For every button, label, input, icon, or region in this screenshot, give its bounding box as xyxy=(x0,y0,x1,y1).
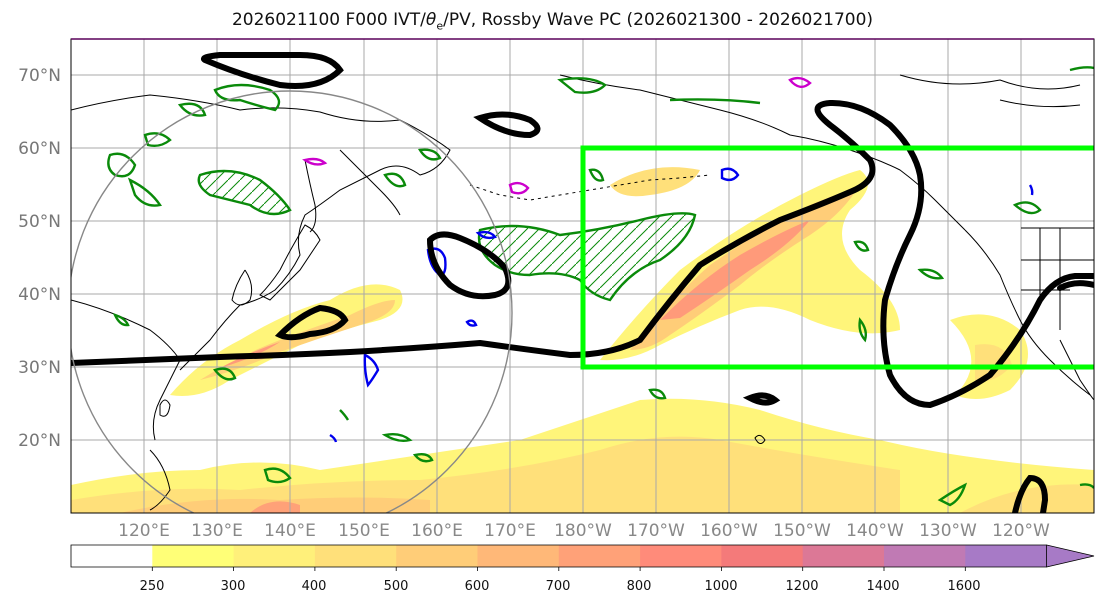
lon-label: 120°W xyxy=(992,521,1050,541)
map-area xyxy=(71,39,1094,513)
lon-label: 130°W xyxy=(919,521,977,541)
northern-canada xyxy=(899,74,1081,108)
colorbar-tick-label: 1200 xyxy=(785,579,818,594)
colorbar-segment xyxy=(396,545,479,567)
colorbar-labels: 250 300 400 500 600 700 800 1000 1200 14… xyxy=(140,579,981,594)
colorbar-segment xyxy=(884,545,966,567)
colorbar-segment xyxy=(640,545,722,567)
colorbar-tick-label: 700 xyxy=(546,579,571,594)
korea-coast xyxy=(231,269,253,306)
aleutian-chain xyxy=(469,174,711,201)
green-contours xyxy=(107,66,1094,507)
lat-label: 50°N xyxy=(18,212,61,232)
colorbar-tick-label: 1600 xyxy=(947,579,980,594)
colorbar-tick-label: 500 xyxy=(384,579,409,594)
pv-hatch xyxy=(198,171,695,300)
ivt-shading xyxy=(71,167,1094,513)
taiwan-coast xyxy=(159,399,171,417)
colorbar-segment xyxy=(558,545,641,567)
colorbar-segment xyxy=(477,545,560,567)
lat-label: 70°N xyxy=(18,66,61,86)
colorbar-tick-label: 1000 xyxy=(704,579,737,594)
colorbar-tick-label: 300 xyxy=(221,579,246,594)
alaska-coast xyxy=(559,74,966,231)
highlight-box xyxy=(580,145,1094,370)
lat-label: 60°N xyxy=(18,139,61,159)
na-west-coast xyxy=(964,229,1091,396)
lon-label: 180°W xyxy=(554,521,612,541)
colorbar-segment xyxy=(233,545,316,567)
lon-label: 140°E xyxy=(264,521,316,541)
japan-coast xyxy=(259,224,321,301)
colorbar-tick-label: 250 xyxy=(140,579,165,594)
lat-label: 40°N xyxy=(18,285,61,305)
colorbar-extend-arrow xyxy=(1046,544,1095,568)
lon-label: 150°W xyxy=(773,521,831,541)
colorbar-segment xyxy=(71,545,153,567)
lon-label: 170°W xyxy=(627,521,685,541)
baja-coast xyxy=(1059,339,1094,401)
asia-coast xyxy=(71,94,451,371)
colorbar-segment xyxy=(152,545,235,567)
gray-circle-region xyxy=(71,90,513,513)
colorbar-segment xyxy=(721,545,804,567)
lon-label: 130°E xyxy=(191,521,243,541)
colorbar-segment xyxy=(314,545,397,567)
sakhalin-coast xyxy=(304,159,317,233)
philippines-coast xyxy=(149,449,171,511)
colorbar-segment xyxy=(965,545,1048,567)
theta-e-contours xyxy=(71,52,1094,513)
lat-labels: 70°N 60°N 50°N 40°N 30°N 20°N xyxy=(18,66,61,451)
map-title: 2026021100 F000 IVT/θe/PV, Rossby Wave P… xyxy=(231,10,874,33)
lon-label: 150°E xyxy=(338,521,390,541)
lon-label: 120°E xyxy=(118,521,170,541)
lon-label: 170°E xyxy=(484,521,536,541)
lon-labels: 120°E 130°E 140°E 150°E 160°E 170°E 180°… xyxy=(118,521,1050,541)
lat-label: 30°N xyxy=(18,358,61,378)
colorbar-tick-label: 1400 xyxy=(866,579,899,594)
lon-label: 160°E xyxy=(411,521,463,541)
colorbar-segment xyxy=(802,545,885,567)
lat-label: 20°N xyxy=(18,431,61,451)
colorbar-tick-label: 400 xyxy=(302,579,327,594)
lon-label: 140°W xyxy=(846,521,904,541)
hawaii-islands xyxy=(754,434,766,444)
lon-label: 160°W xyxy=(700,521,758,541)
magenta-contours xyxy=(302,76,812,195)
colorbar xyxy=(70,544,1095,571)
kamchatka-coast xyxy=(339,149,401,216)
colorbar-tick-label: 600 xyxy=(465,579,490,594)
coastlines xyxy=(71,74,1094,511)
colorbar-tick-label: 800 xyxy=(627,579,652,594)
blue-contours xyxy=(329,167,1034,443)
